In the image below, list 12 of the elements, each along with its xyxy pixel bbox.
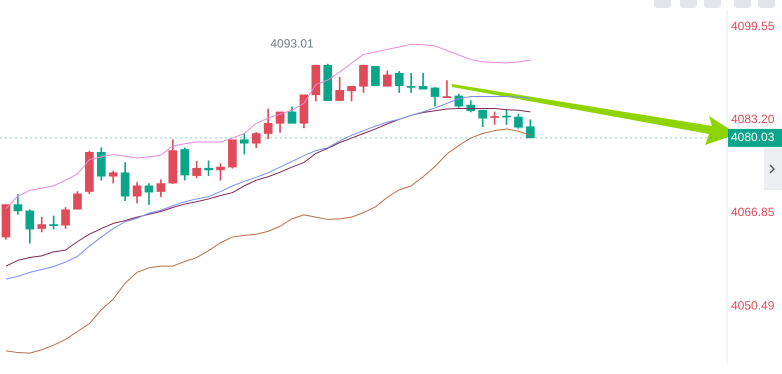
annotation: 4093.01 xyxy=(270,36,314,50)
candlestick xyxy=(49,216,58,230)
y-tick-label: 4050.49 xyxy=(731,298,775,312)
y-tick-label: 4099.55 xyxy=(731,19,775,34)
candlestick xyxy=(442,80,452,98)
y-tick-label: 4066.85 xyxy=(731,205,775,220)
candlestick xyxy=(406,72,416,93)
candlestick xyxy=(502,110,511,125)
candlestick xyxy=(490,112,499,125)
y-tick-label: 4083.20 xyxy=(731,112,775,126)
ref-line-label: 4080.03 xyxy=(731,130,775,144)
candlestick xyxy=(371,66,380,86)
